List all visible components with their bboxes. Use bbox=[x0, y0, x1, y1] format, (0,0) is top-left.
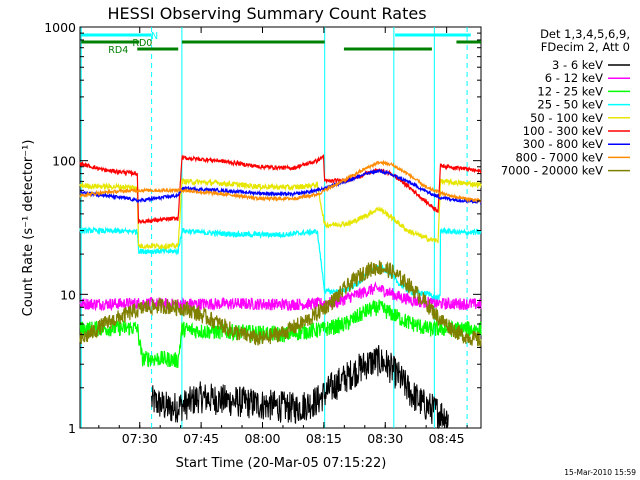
y-tick-label-4: 1000 bbox=[44, 20, 76, 35]
plot-frame bbox=[79, 26, 482, 429]
legend-label-2: 6 - 12 keV bbox=[545, 71, 603, 85]
footer-timestamp: 15-Mar-2010 15:59 bbox=[564, 468, 636, 477]
series-line-6 bbox=[79, 153, 482, 225]
series-line-5 bbox=[79, 177, 482, 251]
legend-label-6: 100 - 300 keV bbox=[523, 124, 603, 138]
legend-label-3: 12 - 25 keV bbox=[537, 84, 603, 98]
legend-label-8: 800 - 7000 keV bbox=[515, 150, 603, 164]
series-line-4 bbox=[79, 225, 482, 301]
legend-label-7: 300 - 800 keV bbox=[523, 137, 603, 151]
x-tick-label-6: 08:45 bbox=[429, 431, 465, 446]
legend-header-line-2: FDecim 2, Att 0 bbox=[541, 40, 630, 54]
flag-label-rd4: RD4 bbox=[108, 45, 128, 56]
x-tick-label-4: 08:15 bbox=[306, 431, 342, 446]
legend-label-1: 3 - 6 keV bbox=[552, 58, 603, 72]
chart-title: HESSI Observing Summary Count Rates bbox=[107, 4, 426, 23]
x-tick-label-1: 07:30 bbox=[122, 431, 158, 446]
x-tick-label-2: 07:45 bbox=[183, 431, 219, 446]
flag-label-rd0: RD0 bbox=[132, 38, 152, 49]
y-axis-ticks: 1 10 100 1000 bbox=[44, 20, 481, 436]
legend: Det 1,3,4,5,6,9, FDecim 2, Att 0 3 - 6 k… bbox=[501, 27, 630, 178]
legend-label-4: 25 - 50 keV bbox=[537, 98, 603, 112]
legend-label-9: 7000 - 20000 keV bbox=[501, 164, 603, 178]
x-axis-ticks: 07:30 07:45 08:00 08:15 08:30 08:45 bbox=[98, 27, 468, 446]
flag-label-n: N bbox=[151, 31, 158, 42]
series-line-9 bbox=[79, 260, 482, 347]
series-line-7 bbox=[79, 168, 482, 206]
x-tick-label-3: 08:00 bbox=[244, 431, 280, 446]
y-tick-label-1: 1 bbox=[68, 421, 76, 436]
series-line-1 bbox=[151, 345, 449, 430]
series-line-3 bbox=[79, 299, 482, 369]
x-axis-label: Start Time (20-Mar-05 07:15:22) bbox=[176, 456, 387, 471]
vertical-markers bbox=[80, 27, 468, 428]
legend-header-line-1: Det 1,3,4,5,6,9, bbox=[540, 27, 630, 41]
legend-label-5: 50 - 100 keV bbox=[530, 111, 603, 125]
y-axis-label: Count Rate (s⁻¹ detector⁻¹) bbox=[21, 140, 36, 317]
x-tick-label-5: 08:30 bbox=[367, 431, 403, 446]
series-lines bbox=[79, 153, 482, 430]
series-line-8 bbox=[79, 159, 482, 204]
y-tick-label-2: 10 bbox=[60, 287, 76, 302]
y-tick-label-3: 100 bbox=[52, 154, 76, 169]
